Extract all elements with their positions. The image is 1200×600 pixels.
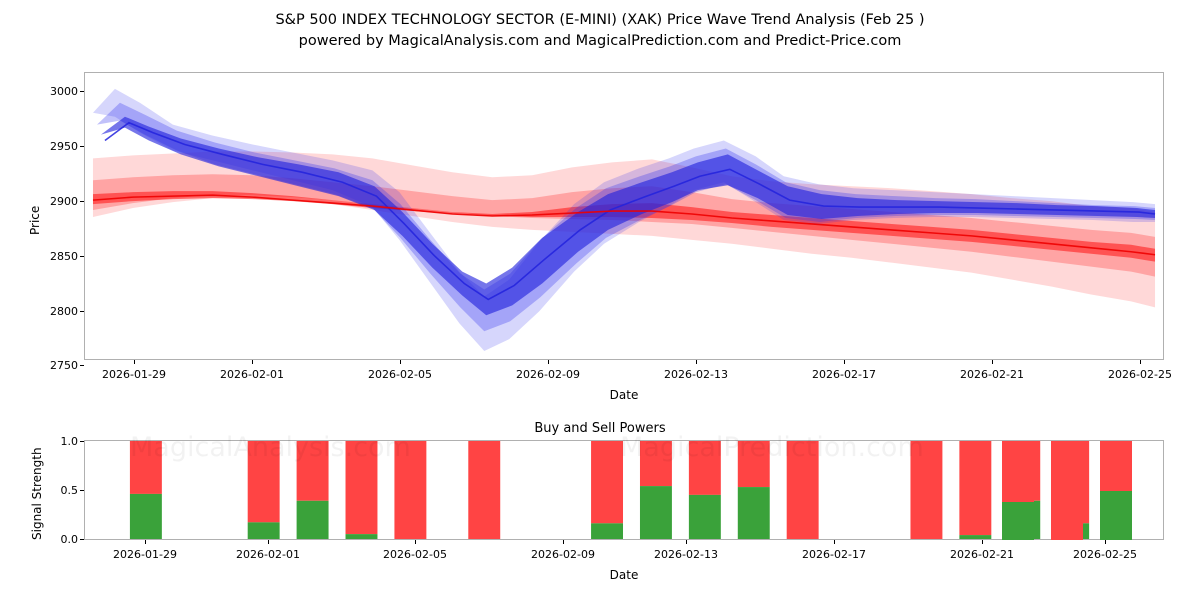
price-ytick-3000: 3000 [50,85,78,98]
bar-sell [910,441,943,539]
bar-sell [1100,441,1132,491]
price-xtick-4: 2026-02-13 [664,368,728,381]
bar-buy [345,534,378,539]
bar-sell [129,441,162,494]
price-ytick-2800: 2800 [50,305,78,318]
bar-sell [639,441,672,487]
price-ytick-2850: 2850 [50,250,78,263]
bar-sell [959,441,992,536]
bar-sell [737,441,770,488]
price-ytick-2900: 2900 [50,195,78,208]
price-xtick-1: 2026-02-01 [220,368,284,381]
watermark-5: MagicalAnalysis.com [130,432,411,463]
blue-center-line [104,121,1156,301]
power-xtick-5: 2026-02-17 [802,548,866,561]
power-chart-title: Buy and Sell Powers [534,421,666,436]
bar-buy [688,494,721,539]
power-chart-axes [84,440,1164,540]
power-xtick-3: 2026-02-09 [531,548,595,561]
bar-buy [129,493,162,539]
power-xtick-0: 2026-01-29 [113,548,177,561]
title-line-1: S&P 500 INDEX TECHNOLOGY SECTOR (E-MINI)… [275,12,925,28]
price-xtick-6: 2026-02-21 [960,368,1024,381]
power-xtick-7: 2026-02-25 [1073,548,1137,561]
price-chart-axes [84,72,1164,360]
bar-sell [591,441,624,524]
bar-sell [468,441,501,539]
price-axis-ylabel: Price [28,205,42,235]
price-ytick-2950: 2950 [50,140,78,153]
price-xtick-2: 2026-02-05 [368,368,432,381]
bar-sell [1051,441,1083,540]
bar-buy [1100,491,1132,540]
power-xtick-1: 2026-02-01 [236,548,300,561]
power-xtick-2: 2026-02-05 [383,548,447,561]
red-center-line [92,194,1156,256]
bar-buy [959,535,992,539]
power-ytick-0: 0.0 [60,533,79,546]
price-xtick-3: 2026-02-09 [516,368,580,381]
price-axis-xlabel: Date [609,388,639,402]
price-xtick-5: 2026-02-17 [812,368,876,381]
bar-buy [737,487,770,539]
bar-buy [296,500,329,539]
bar-buy [247,522,280,539]
bar-sell [345,441,378,535]
bar-sell [688,441,721,495]
bar-buy [1002,502,1034,540]
bar-sell [1002,441,1034,502]
power-ytick-05: 0.5 [60,484,79,497]
bar-buy [591,523,624,539]
power-axis-xlabel: Date [609,568,639,582]
price-xtick-0: 2026-01-29 [102,368,166,381]
bar-sell [394,441,427,539]
page-title: S&P 500 INDEX TECHNOLOGY SECTOR (E-MINI)… [0,10,1200,52]
bar-sell [247,441,280,523]
power-ytick-1: 1.0 [60,435,79,448]
watermark-6: MagicalPrediction.com [620,432,924,463]
bar-buy [639,486,672,539]
power-xtick-6: 2026-02-21 [950,548,1014,561]
power-axis-ylabel: Signal Strength [30,447,44,540]
price-wave-plot [92,88,1156,352]
bar-sell [786,441,819,539]
bar-sell [296,441,329,501]
blue-band-core [100,116,1156,316]
title-line-2: powered by MagicalAnalysis.com and Magic… [298,33,902,49]
price-xtick-7: 2026-02-25 [1108,368,1172,381]
power-xtick-4: 2026-02-13 [654,548,718,561]
price-ytick-2750: 2750 [50,359,78,372]
